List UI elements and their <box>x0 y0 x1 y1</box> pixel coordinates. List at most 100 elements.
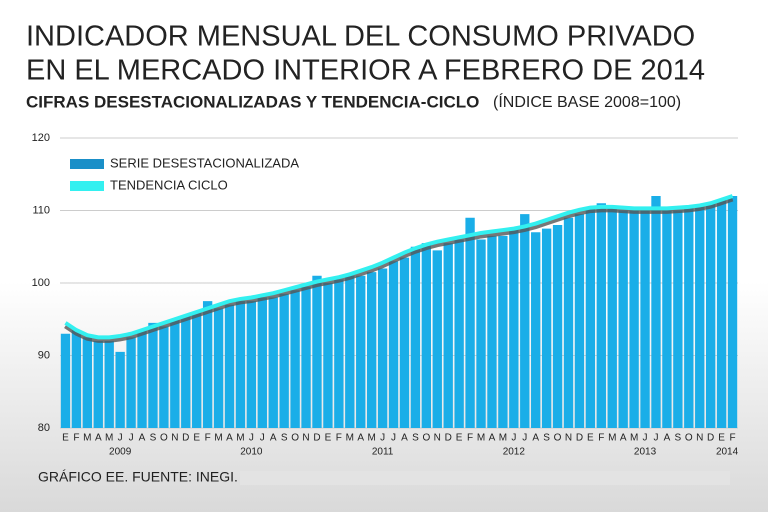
year-label: 2009 <box>109 447 132 458</box>
x-tick-label: O <box>554 433 562 444</box>
x-tick-label: J <box>260 433 265 444</box>
x-tick-label: A <box>664 433 671 444</box>
bar <box>629 210 639 428</box>
x-tick-label: J <box>391 433 396 444</box>
x-tick-label: J <box>129 433 134 444</box>
bar <box>509 228 519 428</box>
x-tick-label: M <box>477 433 485 444</box>
bar <box>410 246 421 428</box>
bar <box>487 235 497 428</box>
bar <box>224 304 235 428</box>
bar <box>93 341 103 428</box>
x-tick-label: N <box>565 433 572 444</box>
legend-swatch <box>70 181 104 191</box>
y-tick-label: 120 <box>32 132 50 144</box>
x-tick-label: D <box>445 433 452 444</box>
bar <box>705 203 716 428</box>
bar <box>301 286 311 428</box>
bar <box>181 315 191 428</box>
x-tick-label: F <box>205 433 211 444</box>
bar <box>443 243 453 428</box>
subtitle-note: (ÍNDICE BASE 2008=100) <box>493 92 681 111</box>
x-tick-label: M <box>214 433 222 444</box>
x-tick-label: O <box>291 433 299 444</box>
x-tick-label: A <box>489 433 496 444</box>
bar <box>290 290 300 428</box>
bar <box>115 351 125 428</box>
x-tick-label: E <box>456 433 463 444</box>
bar <box>552 225 563 428</box>
x-tick-label: N <box>171 433 178 444</box>
x-tick-label: O <box>160 433 168 444</box>
x-tick-label: S <box>543 433 550 444</box>
x-tick-label: J <box>643 433 648 444</box>
year-label: 2011 <box>372 447 394 458</box>
bar <box>520 214 530 428</box>
x-tick-label: J <box>380 433 385 444</box>
x-tick-label: A <box>226 433 233 444</box>
x-tick-label: F <box>729 433 735 444</box>
x-tick-label: N <box>302 433 309 444</box>
x-tick-label: F <box>73 433 79 444</box>
y-tick-label: 110 <box>32 204 50 216</box>
x-tick-label: A <box>357 433 364 444</box>
bar <box>563 217 574 428</box>
x-tick-label: F <box>598 433 604 444</box>
x-tick-label: N <box>696 433 703 444</box>
bar <box>541 228 552 428</box>
trend-shadow <box>64 196 734 343</box>
year-label: 2014 <box>716 447 739 458</box>
x-tick-label: O <box>422 433 430 444</box>
legend-swatch <box>70 159 104 169</box>
legend-label: TENDENCIA CICLO <box>110 177 228 192</box>
bar <box>377 268 388 428</box>
x-tick-label: M <box>608 433 616 444</box>
x-tick-label: M <box>367 433 375 444</box>
x-tick-label: S <box>412 433 419 444</box>
bar <box>334 279 344 428</box>
x-tick-label: J <box>522 433 527 444</box>
title-line: EN EL MERCADO INTERIOR A FEBRERO DE 2014 <box>26 55 705 87</box>
bar <box>651 196 661 428</box>
bar <box>137 330 147 428</box>
bar <box>71 330 82 428</box>
x-tick-label: E <box>62 433 69 444</box>
x-tick-label: A <box>139 433 146 444</box>
y-tick-label: 90 <box>38 349 50 361</box>
bar <box>454 239 464 428</box>
bar <box>498 235 508 428</box>
x-tick-label: E <box>587 433 594 444</box>
x-tick-label: A <box>532 433 539 444</box>
x-tick-label: M <box>499 433 507 444</box>
bar <box>476 239 486 428</box>
bar <box>170 319 180 428</box>
bar <box>257 297 267 428</box>
bar <box>716 199 727 428</box>
x-tick-label: M <box>630 433 638 444</box>
bar <box>399 257 410 428</box>
y-tick-label: 80 <box>38 422 50 434</box>
source-bar <box>240 471 730 485</box>
year-label: 2012 <box>503 447 526 458</box>
x-tick-label: A <box>401 433 408 444</box>
bar <box>345 275 355 428</box>
year-label: 2013 <box>634 447 657 458</box>
year-label: 2010 <box>240 447 263 458</box>
bar <box>421 243 432 428</box>
x-tick-label: F <box>467 433 473 444</box>
bar <box>465 217 475 428</box>
x-tick-label: D <box>707 433 714 444</box>
x-tick-label: D <box>313 433 320 444</box>
title-line: INDICADOR MENSUAL DEL CONSUMO PRIVADO <box>26 21 695 53</box>
bar <box>312 275 322 428</box>
bar <box>673 210 683 428</box>
bar <box>727 196 738 428</box>
y-tick-label: 100 <box>32 277 50 289</box>
x-tick-label: M <box>236 433 244 444</box>
bar <box>574 214 585 428</box>
bar <box>82 337 93 428</box>
bar <box>531 232 541 428</box>
trend-line <box>64 194 734 340</box>
x-tick-label: E <box>718 433 725 444</box>
bar <box>695 206 705 428</box>
